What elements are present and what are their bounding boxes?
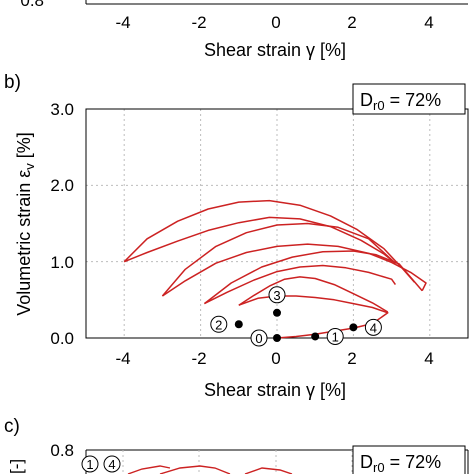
panel-c-ylabel-fragment: [-] [7,459,26,474]
state-point-0 [273,334,281,342]
panel-b-density-box: Dr0 = 72% [352,83,466,115]
state-label-circle-4 [364,318,382,336]
state-label-0: 0 [255,331,262,346]
panel-c-ytick: 0.8 [50,441,74,460]
curve-fragment [244,467,293,474]
marker-circle [81,455,99,473]
panel-b-ylabel: Volumetric strain εv [%] [14,132,37,316]
panel-b-grid [86,109,468,338]
panel-b-label: b) [4,72,21,93]
volumetric-strain-curve-7 [123,216,396,264]
state-label-circle-3 [268,286,286,304]
panel-b-xtick: 4 [424,349,433,368]
panel-b: b) Dr0 = 72% 3.0 2.0 1.0 0.0 -4 -2 0 2 4… [4,72,469,400]
density-annotation: Dr0 = 72% [360,90,441,113]
panel-b-xtick: 2 [347,349,356,368]
panel-c-curve-fragments [127,465,293,474]
panel-a-xtick: 0 [271,13,280,32]
panel-a-xtick: 4 [424,13,433,32]
panel-a-xtick: 2 [347,13,356,32]
panel-a-xtick: -4 [115,13,130,32]
panel-c-label: c) [4,416,20,437]
panel-b-points: 0 1 2 3 4 [210,286,382,347]
panel-a-xtick: -2 [191,13,206,32]
marker-circle [103,455,121,473]
panel-b-ytick: 1.0 [50,253,74,272]
density-box-frame [352,445,466,474]
panel-b-ytick: 3.0 [50,100,74,119]
state-label-circle-1 [326,327,344,345]
panel-b-xtick: -2 [191,349,206,368]
curve-fragment [159,465,231,474]
volumetric-strain-curve-6 [161,222,396,297]
state-point-3 [273,308,281,317]
panel-a-xlabel: Shear strain γ [%] [204,40,346,60]
panel-a-fragment: 0.8 -4 -2 0 2 4 Shear strain γ [%] [20,0,468,60]
marker-label: 4 [108,457,115,472]
marker-label: 1 [86,457,93,472]
volumetric-strain-curve-8 [123,199,416,283]
panel-b-ytick: 2.0 [50,176,74,195]
panel-c-marker-1: 1 [81,455,99,473]
panel-b-ytick: 0.0 [50,329,74,348]
state-point-2 [234,320,243,329]
panel-b-xtick: -4 [115,349,130,368]
panel-b-xlabel: Shear strain γ [%] [204,380,346,400]
curve-fragment [127,465,171,474]
panel-c-marker-4: 4 [103,455,121,473]
panel-a-ytick: 0.8 [20,0,44,10]
state-label-2: 2 [215,317,222,332]
panel-b-curves [123,199,427,339]
state-point-1 [311,332,320,341]
state-label-circle-2 [210,315,228,333]
state-point-4 [349,323,358,332]
state-label-circle-0 [250,329,268,347]
state-label-3: 3 [273,288,280,303]
panel-b-xtick: 0 [271,349,280,368]
panel-b-plot-frame [85,108,469,339]
density-annotation: Dr0 = 72% [360,452,441,474]
volumetric-strain-curve-2 [238,276,389,313]
state-label-4: 4 [370,320,377,335]
volumetric-strain-curve-3 [204,264,397,305]
density-box-frame [352,83,466,115]
volumetric-strain-curve-5 [161,243,427,297]
state-label-1: 1 [332,329,339,344]
panel-c: c) 0.8 [-] Dr0 = 72% 1 4 [4,416,469,474]
panel-c-density-box: Dr0 = 72% [352,445,466,474]
